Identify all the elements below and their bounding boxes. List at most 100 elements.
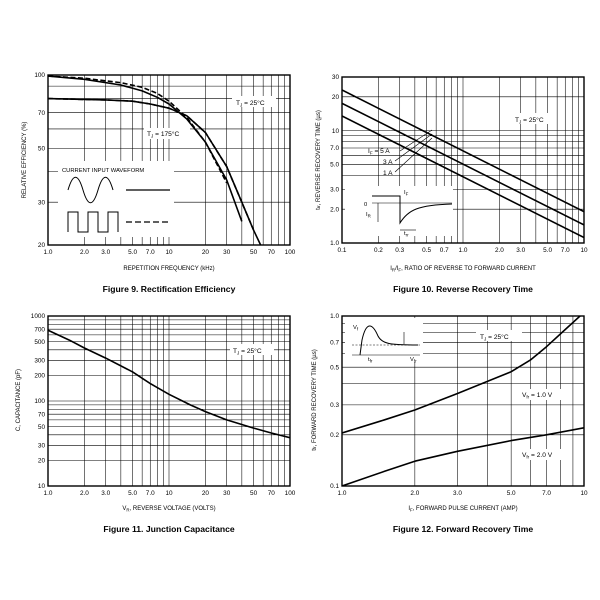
y-tick-label: 0.1 xyxy=(330,483,339,490)
fwd-recovery-waveform-icon xyxy=(359,325,419,356)
figure-10-if1-label: 1 A xyxy=(383,170,393,177)
figure-12-vfr2-label: Vfr = 2.0 V xyxy=(522,452,553,460)
x-tick-label: 3.0 xyxy=(516,247,525,254)
x-tick-label: 7.0 xyxy=(146,249,155,256)
x-tick-label: 2.0 xyxy=(410,490,419,497)
inset-vf-label: Vf xyxy=(353,325,359,332)
series-line xyxy=(342,102,584,226)
figure-10-if3-label: 3 A xyxy=(383,159,393,166)
x-tick-label: 1.0 xyxy=(44,490,53,497)
x-tick-label: 0.2 xyxy=(374,247,383,254)
y-tick-label: 1000 xyxy=(31,313,46,320)
figure-12-vfr1-label: Vfr = 1.0 V xyxy=(522,392,553,400)
x-tick-label: 10 xyxy=(165,490,173,497)
figure-11-series xyxy=(48,329,290,439)
y-tick-label: 100 xyxy=(34,398,45,405)
figure-12-tj-label-bg xyxy=(476,330,522,341)
x-tick-label: 5.0 xyxy=(543,247,552,254)
figure-10-xlabel: IR/IF, RATIO OF REVERSE TO FORWARD CURRE… xyxy=(390,266,536,272)
figure-12-tj-label: TJ = 25°C xyxy=(480,333,509,342)
figure-12-vfr2-label-bg xyxy=(520,449,562,460)
y-tick-label: 1.0 xyxy=(330,240,339,247)
figure-12-series xyxy=(342,316,584,486)
y-tick-label: 30 xyxy=(38,443,46,450)
fwd-inset-bg xyxy=(345,318,423,362)
y-tick-label: 50 xyxy=(38,424,46,431)
x-tick-label: 30 xyxy=(223,490,231,497)
figure-10-tj-label-bg xyxy=(512,113,556,124)
figure-9-frame xyxy=(47,74,291,246)
y-tick-label: 50 xyxy=(38,145,46,152)
series-line xyxy=(342,89,584,213)
figure-10-frame xyxy=(341,76,585,244)
sine-waveform-icon xyxy=(67,176,114,204)
figure-11-tj-label-bg xyxy=(230,344,274,355)
y-tick-label: 20 xyxy=(38,458,46,465)
figure-12-ylabel: tfr, FORWARD RECOVERY TIME (µs) xyxy=(312,349,318,451)
y-tick-label: 20 xyxy=(332,94,340,101)
figure-9-caption: Figure 9. Rectification Efficiency xyxy=(103,284,236,294)
series-line xyxy=(342,427,584,486)
x-tick-label: 10 xyxy=(580,490,588,497)
y-tick-label: 70 xyxy=(38,110,46,117)
x-tick-label: 7.0 xyxy=(561,247,570,254)
figure-12-recovery-inset: Vf Vfr tfr xyxy=(345,318,423,364)
if3-leader-line xyxy=(394,133,433,162)
square-waveform-icon xyxy=(67,211,119,233)
x-tick-label: 1.0 xyxy=(459,247,468,254)
figure-11-tick-labels: 1.0 2.0 3.0 5.0 7.0 10 20 30 50 70 100 10 20 30 50 70 10… xyxy=(31,313,296,497)
waveform-title: CURRENT INPUT WAVEFORM xyxy=(62,168,144,174)
x-tick-label: 30 xyxy=(223,249,231,256)
x-tick-label: 0.7 xyxy=(440,247,449,254)
y-tick-label: 200 xyxy=(34,373,45,380)
y-tick-label: 300 xyxy=(34,358,45,365)
y-tick-label: 0.3 xyxy=(330,402,339,409)
x-tick-label: 50 xyxy=(250,249,258,256)
figure-10-grid xyxy=(342,77,584,243)
x-tick-label: 5.0 xyxy=(128,490,137,497)
inset-tfr-label: tfr xyxy=(368,357,373,364)
y-tick-label: 30 xyxy=(332,74,340,81)
inset-vfr-label: Vfr xyxy=(410,357,417,364)
y-tick-label: 10 xyxy=(332,128,340,135)
figure-9-tj-label: TJ = 25°C xyxy=(236,99,265,108)
y-tick-label: 0.7 xyxy=(330,340,339,347)
inset-ir-label: IR xyxy=(366,212,371,219)
figure-11-tj-label: TJ = 25°C xyxy=(233,347,262,356)
figure-9-tj175-label-bg xyxy=(144,128,190,139)
figure-11-ylabel: C, CAPACITANCE (pF) xyxy=(16,369,22,431)
series-line xyxy=(342,115,584,239)
waveform-inset-bg xyxy=(58,161,174,237)
x-tick-label: 2.0 xyxy=(495,247,504,254)
figure-10-caption: Figure 10. Reverse Recovery Time xyxy=(393,284,533,294)
figure-9-tj-label-bg xyxy=(232,96,276,107)
figure-10-series xyxy=(342,89,584,239)
x-tick-label: 1.0 xyxy=(338,490,347,497)
y-tick-label: 100 xyxy=(34,72,45,79)
x-tick-label: 0.1 xyxy=(338,247,347,254)
figure-9-ylabel: RELATIVE EFFICIENCY (%) xyxy=(22,122,28,199)
figure-9-xlabel: REPETITION FREQUENCY (kHz) xyxy=(123,266,214,272)
x-tick-label: 3.0 xyxy=(453,490,462,497)
x-tick-label: 5.0 xyxy=(507,490,516,497)
figure-12: 1.0 2.0 3.0 5.0 7.0 10 0.1 0.2 0.3 0.5 0.7 1.0 TJ =… xyxy=(312,313,588,534)
x-tick-label: 0.3 xyxy=(395,247,404,254)
x-tick-label: 100 xyxy=(285,490,296,497)
figure-11: 1.0 2.0 3.0 5.0 7.0 10 20 30 50 70 100 10 20 30 50 70 10… xyxy=(16,313,296,534)
x-tick-label: 3.0 xyxy=(101,490,110,497)
inset-trr-label: trr xyxy=(404,231,409,238)
y-tick-label: 700 xyxy=(34,326,45,333)
figure-10-ylabel: trr, REVERSE RECOVERY TIME (µs) xyxy=(316,110,322,210)
figure-11-caption: Figure 11. Junction Capacitance xyxy=(103,524,235,534)
y-tick-label: 1.0 xyxy=(330,313,339,320)
x-tick-label: 20 xyxy=(202,490,210,497)
x-tick-label: 70 xyxy=(268,249,276,256)
y-tick-label: 0.2 xyxy=(330,432,339,439)
figure-9: 1.0 2.0 3.0 5.0 7.0 10 20 30 50 70 10020305070100 … xyxy=(22,72,296,294)
figure-12-frame xyxy=(341,315,585,487)
y-tick-label: 20 xyxy=(38,242,46,249)
x-tick-label: 20 xyxy=(202,249,210,256)
figure-10-tick-labels: 0.1 0.2 0.3 0.5 0.7 1.0 2.0 3.0 5.0 7.0 10 1.0 2.0 3.… xyxy=(330,74,588,254)
y-tick-label: 0.5 xyxy=(330,364,339,371)
